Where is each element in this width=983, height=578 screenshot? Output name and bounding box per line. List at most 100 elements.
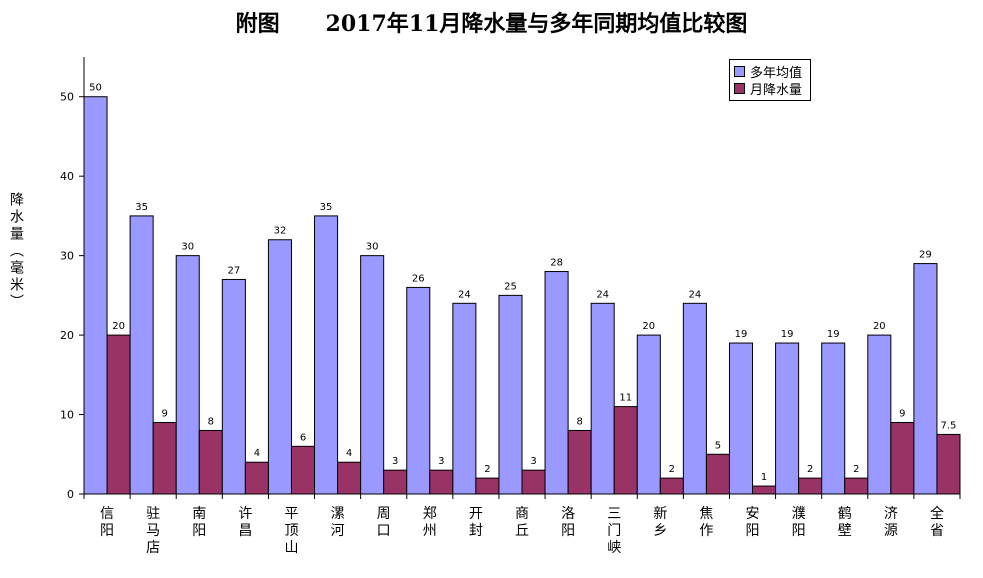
x-tick-label-2: 南阳 <box>192 506 206 539</box>
bar-series-0-14 <box>728 342 754 495</box>
x-tick-label-0: 信阳 <box>100 506 114 539</box>
bar-series-0-1 <box>129 215 154 495</box>
legend-label-series-1: 月降水量 <box>750 83 803 98</box>
data-label-series-1-11: 11 <box>619 393 632 404</box>
bar-series-0-11 <box>590 302 615 495</box>
data-label-series-1-3: 4 <box>254 448 260 459</box>
bar-series-1-4 <box>290 445 316 495</box>
x-tick-label-14: 安阳 <box>746 506 760 539</box>
data-label-series-0-8: 24 <box>458 289 471 300</box>
bar-series-1-3 <box>244 461 269 495</box>
x-tick-label-10: 洛阳 <box>561 506 575 539</box>
x-tick-label-6: 周口 <box>377 506 391 539</box>
y-tick-label-3: 30 <box>60 250 74 263</box>
data-label-series-0-3: 27 <box>227 265 240 276</box>
data-label-series-0-1: 35 <box>135 202 148 213</box>
data-label-series-1-18: 7.5 <box>941 420 957 431</box>
bar-series-0-16 <box>821 342 846 495</box>
bar-series-1-0 <box>106 334 131 495</box>
data-label-series-0-17: 20 <box>873 321 886 332</box>
bar-series-0-10 <box>544 271 569 495</box>
x-tick-label-4: 平顶山 <box>284 506 298 556</box>
legend-swatch-series-0 <box>734 66 745 77</box>
data-label-series-1-0: 20 <box>112 321 125 332</box>
bar-series-0-18 <box>913 263 938 495</box>
data-label-series-1-2: 8 <box>208 416 214 427</box>
x-tick-label-1: 驻马店 <box>146 506 160 556</box>
data-label-series-1-13: 5 <box>715 440 721 451</box>
data-label-series-1-5: 4 <box>346 448 352 459</box>
bar-series-1-5 <box>337 461 362 495</box>
legend-label-series-0: 多年均值 <box>750 66 803 81</box>
data-label-series-0-16: 19 <box>827 329 840 340</box>
legend-entry-series-1: 月降水量 <box>734 80 806 98</box>
bar-series-0-12 <box>636 334 661 495</box>
data-label-series-0-4: 32 <box>274 226 287 237</box>
x-tick-label-11: 三门峡 <box>607 506 621 556</box>
bar-series-1-9 <box>521 469 546 495</box>
bar-series-1-7 <box>429 469 454 495</box>
data-label-series-1-14: 1 <box>761 472 767 483</box>
data-label-series-0-7: 26 <box>412 273 425 284</box>
bar-series-1-2 <box>198 429 223 495</box>
bar-series-0-17 <box>867 334 892 495</box>
x-tick-label-8: 开封 <box>469 506 483 539</box>
y-axis-label: 降水量（毫米） <box>8 192 24 311</box>
bar-series-0-4 <box>267 239 292 495</box>
bar-series-1-18 <box>936 433 961 495</box>
bar-series-1-15 <box>798 477 823 495</box>
x-tick-label-7: 郑州 <box>423 506 437 539</box>
y-tick-label-5: 50 <box>60 91 74 104</box>
bar-series-1-11 <box>613 406 638 495</box>
data-label-series-0-11: 24 <box>596 289 609 300</box>
data-label-series-0-14: 19 <box>735 329 748 340</box>
bar-series-1-14 <box>752 485 777 495</box>
bar-series-1-16 <box>844 477 869 495</box>
y-tick-label-0: 0 <box>67 488 74 501</box>
bar-series-1-8 <box>475 477 500 495</box>
data-label-series-0-18: 29 <box>919 250 932 261</box>
chart-legend: 多年均值 月降水量 <box>729 59 811 101</box>
bar-series-1-12 <box>659 477 684 495</box>
data-label-series-0-12: 20 <box>642 321 655 332</box>
bar-series-0-8 <box>452 302 477 495</box>
data-label-series-0-2: 30 <box>181 242 194 253</box>
x-tick-label-15: 濮阳 <box>792 506 806 539</box>
legend-entry-series-0: 多年均值 <box>734 63 806 81</box>
x-tick-label-16: 鹤壁 <box>838 506 852 539</box>
bar-series-1-13 <box>705 453 730 495</box>
x-tick-label-18: 全省 <box>930 505 944 539</box>
x-tick-label-3: 许昌 <box>238 506 252 539</box>
bar-series-0-5 <box>314 215 339 495</box>
data-label-series-0-13: 24 <box>689 289 702 300</box>
bar-series-0-6 <box>360 255 385 495</box>
data-label-series-0-9: 25 <box>504 281 517 292</box>
data-label-series-0-6: 30 <box>366 242 379 253</box>
bar-series-0-3 <box>221 278 246 495</box>
bar-series-1-17 <box>890 421 915 495</box>
data-label-series-1-9: 3 <box>530 456 536 467</box>
x-tick-label-5: 漯河 <box>331 506 345 539</box>
x-tick-label-13: 焦作 <box>699 506 713 539</box>
bar-series-0-7 <box>406 286 431 495</box>
chart-title: 附图 2017年11月降水量与多年同期均值比较图 <box>235 11 748 37</box>
bar-series-1-6 <box>383 469 408 495</box>
bar-series-1-1 <box>152 421 177 495</box>
x-tick-label-17: 济源 <box>884 506 898 539</box>
legend-swatch-series-1 <box>734 83 745 94</box>
data-label-series-1-10: 8 <box>576 416 582 427</box>
bar-series-0-0 <box>83 96 108 495</box>
data-label-series-1-7: 3 <box>438 456 444 467</box>
bar-series-0-2 <box>175 255 200 495</box>
y-tick-label-2: 20 <box>60 329 74 342</box>
bar-series-0-13 <box>682 302 707 495</box>
data-label-series-1-8: 2 <box>484 464 490 475</box>
data-label-series-1-12: 2 <box>669 464 675 475</box>
data-label-series-1-17: 9 <box>899 408 905 419</box>
data-label-series-1-4: 6 <box>300 432 306 443</box>
data-label-series-0-5: 35 <box>320 202 333 213</box>
y-tick-label-1: 10 <box>60 409 74 422</box>
data-label-series-1-15: 2 <box>807 464 813 475</box>
data-label-series-1-16: 2 <box>853 464 859 475</box>
